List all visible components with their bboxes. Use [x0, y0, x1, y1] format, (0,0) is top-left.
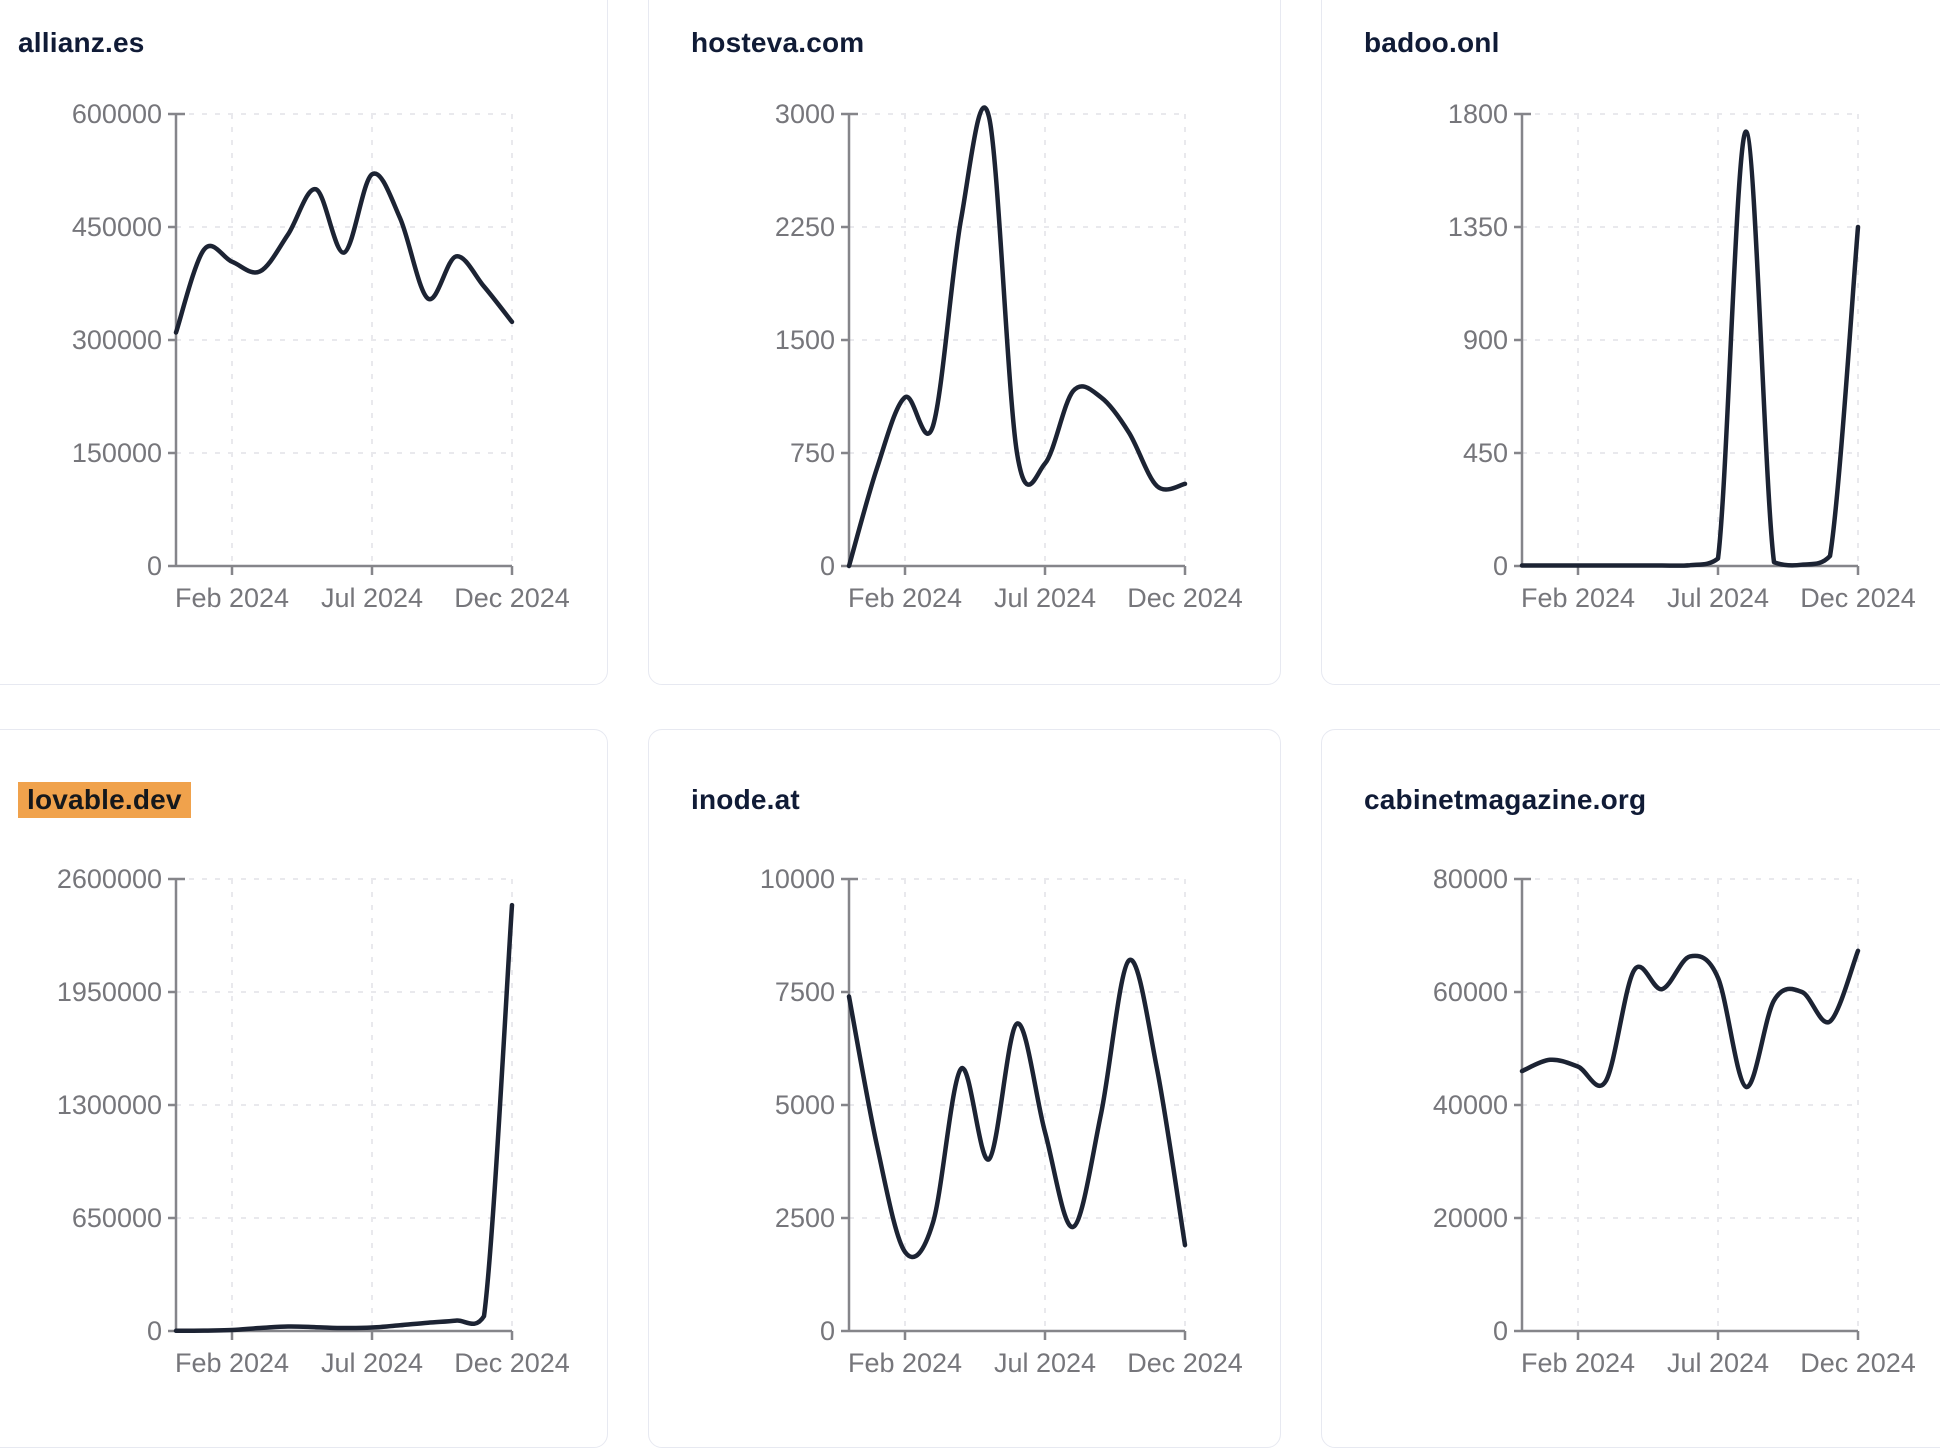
- svg-text:5000: 5000: [775, 1090, 835, 1120]
- svg-text:1950000: 1950000: [57, 977, 162, 1007]
- chart-card-allianz-es: allianz.es 0 150000 300000 450000 600000 Feb …: [0, 0, 608, 685]
- svg-text:60000: 60000: [1433, 977, 1508, 1007]
- svg-text:Jul 2024: Jul 2024: [1667, 583, 1769, 613]
- svg-text:1500: 1500: [775, 325, 835, 355]
- line-chart: 0 2500 5000 7500 10000 Feb 2024 Jul 2024 Dec 20…: [760, 864, 1243, 1378]
- svg-text:Feb 2024: Feb 2024: [848, 1348, 962, 1378]
- svg-text:750: 750: [790, 438, 835, 468]
- svg-text:Dec 2024: Dec 2024: [454, 583, 570, 613]
- svg-text:300000: 300000: [72, 325, 162, 355]
- svg-text:0: 0: [820, 1316, 835, 1346]
- chart-card-inode-at: inode.at 0 2500 5000 7500 10000 Feb 2024 Jul 2…: [648, 729, 1281, 1448]
- svg-text:450000: 450000: [72, 212, 162, 242]
- svg-text:10000: 10000: [760, 864, 835, 894]
- svg-text:150000: 150000: [72, 438, 162, 468]
- svg-text:0: 0: [147, 1316, 162, 1346]
- chart-title: hosteva.com: [691, 27, 865, 58]
- svg-text:Feb 2024: Feb 2024: [175, 1348, 289, 1378]
- svg-text:80000: 80000: [1433, 864, 1508, 894]
- svg-text:Feb 2024: Feb 2024: [1521, 1348, 1635, 1378]
- line-chart: 0 20000 40000 60000 80000 Feb 2024 Jul 2024 Dec…: [1433, 864, 1916, 1378]
- chart-title: inode.at: [691, 784, 800, 815]
- chart-card-lovable-dev: lovable.dev 0 650000 1300000 1950000 2600000…: [0, 729, 608, 1448]
- svg-text:Feb 2024: Feb 2024: [175, 583, 289, 613]
- chart-title: allianz.es: [18, 27, 145, 58]
- svg-text:900: 900: [1463, 325, 1508, 355]
- svg-text:2500: 2500: [775, 1203, 835, 1233]
- svg-text:2250: 2250: [775, 212, 835, 242]
- svg-text:450: 450: [1463, 438, 1508, 468]
- chart-card-badoo-onl: badoo.onl 0 450 900 1350 1800 Feb 2024 Jul 202…: [1321, 0, 1940, 685]
- svg-text:Jul 2024: Jul 2024: [994, 583, 1096, 613]
- svg-text:40000: 40000: [1433, 1090, 1508, 1120]
- svg-text:0: 0: [1493, 551, 1508, 581]
- line-chart: 0 650000 1300000 1950000 2600000 Feb 2024 Jul …: [57, 864, 570, 1378]
- chart-card-hosteva-com: hosteva.com 0 750 1500 2250 3000 Feb 2024 Jul …: [648, 0, 1281, 685]
- chart-title: badoo.onl: [1364, 27, 1500, 58]
- svg-text:Jul 2024: Jul 2024: [321, 1348, 423, 1378]
- line-chart: 0 150000 300000 450000 600000 Feb 2024 Jul 202…: [72, 99, 570, 613]
- svg-text:Jul 2024: Jul 2024: [1667, 1348, 1769, 1378]
- svg-text:1350: 1350: [1448, 212, 1508, 242]
- svg-text:3000: 3000: [775, 99, 835, 129]
- chart-card-cabinetmagazine-org: cabinetmagazine.org 0 20000 40000 60000 8000…: [1321, 729, 1940, 1448]
- svg-text:Jul 2024: Jul 2024: [994, 1348, 1096, 1378]
- svg-text:600000: 600000: [72, 99, 162, 129]
- line-chart: 0 750 1500 2250 3000 Feb 2024 Jul 2024 Dec 2024: [775, 99, 1243, 613]
- svg-text:1800: 1800: [1448, 99, 1508, 129]
- svg-text:Feb 2024: Feb 2024: [1521, 583, 1635, 613]
- svg-text:20000: 20000: [1433, 1203, 1508, 1233]
- svg-text:Dec 2024: Dec 2024: [1800, 583, 1916, 613]
- svg-text:0: 0: [147, 551, 162, 581]
- chart-title: cabinetmagazine.org: [1364, 784, 1647, 815]
- svg-text:Feb 2024: Feb 2024: [848, 583, 962, 613]
- svg-text:Dec 2024: Dec 2024: [1800, 1348, 1916, 1378]
- svg-text:Dec 2024: Dec 2024: [454, 1348, 570, 1378]
- chart-title: lovable.dev: [18, 782, 191, 818]
- svg-text:0: 0: [820, 551, 835, 581]
- svg-text:Dec 2024: Dec 2024: [1127, 1348, 1243, 1378]
- svg-text:1300000: 1300000: [57, 1090, 162, 1120]
- line-chart: 0 450 900 1350 1800 Feb 2024 Jul 2024 Dec 2024: [1448, 99, 1916, 613]
- svg-text:2600000: 2600000: [57, 864, 162, 894]
- svg-text:Dec 2024: Dec 2024: [1127, 583, 1243, 613]
- svg-text:7500: 7500: [775, 977, 835, 1007]
- svg-text:650000: 650000: [72, 1203, 162, 1233]
- svg-text:0: 0: [1493, 1316, 1508, 1346]
- svg-text:Jul 2024: Jul 2024: [321, 583, 423, 613]
